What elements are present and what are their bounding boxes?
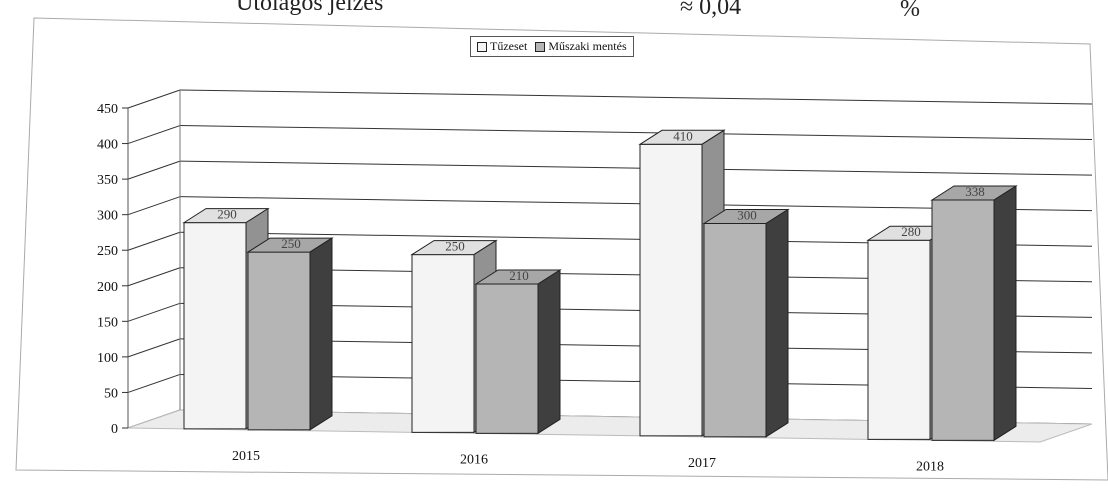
caption-text: Utólagos jelzés [236,0,384,16]
gridline [179,89,1093,105]
gridline [179,125,1093,141]
y-tick-label: 400 [97,138,118,153]
bar-front [183,222,247,430]
gridline-diagonal [127,338,181,358]
legend-label: Műszaki mentés [548,39,627,53]
y-tick-label: 200 [97,280,118,295]
bar-front [639,143,703,437]
bar-value-label: 338 [965,184,985,199]
bar-front [703,223,767,438]
bar-front [931,199,995,441]
x-tick-label: 2017 [688,456,716,471]
bar-value-label: 300 [737,208,757,223]
gridline-diagonal [127,89,181,109]
gridline-diagonal [127,160,181,180]
bar-side [309,237,333,431]
bar-front [411,254,475,433]
bar-front [247,251,311,431]
unit-label: % [900,0,920,22]
bars: 290 250 250 210 410 300 280 338 [182,128,1018,442]
chart-frame [15,17,1108,481]
bar-front [475,283,539,434]
legend-label: Tűzeset [490,39,528,53]
legend-item-muszaki: Műszaki mentés [535,39,627,54]
bar-value-label: 210 [509,268,529,283]
bar-value-label: 280 [901,224,921,239]
gridline-diagonal [127,125,181,145]
gridline [179,160,1093,176]
y-tick-label: 100 [97,351,118,366]
gridline-diagonal [127,302,181,322]
gridline-diagonal [127,231,181,251]
x-tick-label: 2015 [232,449,260,464]
x-tick-label: 2018 [916,459,944,474]
y-tick-label: 350 [97,173,118,188]
x-axis: 2015 2016 2017 2018 [232,449,944,475]
gridline-diagonal [127,267,181,287]
x-tick-label: 2016 [460,452,488,467]
y-tick-label: 250 [97,244,118,259]
y-tick-label: 450 [97,102,118,117]
gridline-diagonal [127,373,181,393]
bar-side [993,185,1017,442]
legend-swatch-icon [535,41,546,52]
bar-front [867,239,931,440]
legend-swatch-icon [477,41,487,52]
y-axis: 0 50 100 150 200 250 300 350 400 450 [97,102,128,437]
y-tick-label: 0 [111,422,118,437]
bar-value-label: 290 [217,207,237,222]
gridline-diagonal [127,196,181,216]
y-tick-label: 150 [97,315,118,330]
bar-value-label: 250 [281,236,301,251]
y-tick-label: 50 [104,386,118,401]
bar-side [765,208,789,438]
legend: Tűzeset Műszaki mentés [470,36,634,57]
y-tick-label: 300 [97,209,118,224]
approx-value: ≈ 0,04 [680,0,742,20]
bar-side [537,269,561,435]
bar-value-label: 250 [445,239,465,254]
legend-item-tuzeset: Tűzeset [477,39,527,54]
bar-value-label: 410 [673,128,693,143]
